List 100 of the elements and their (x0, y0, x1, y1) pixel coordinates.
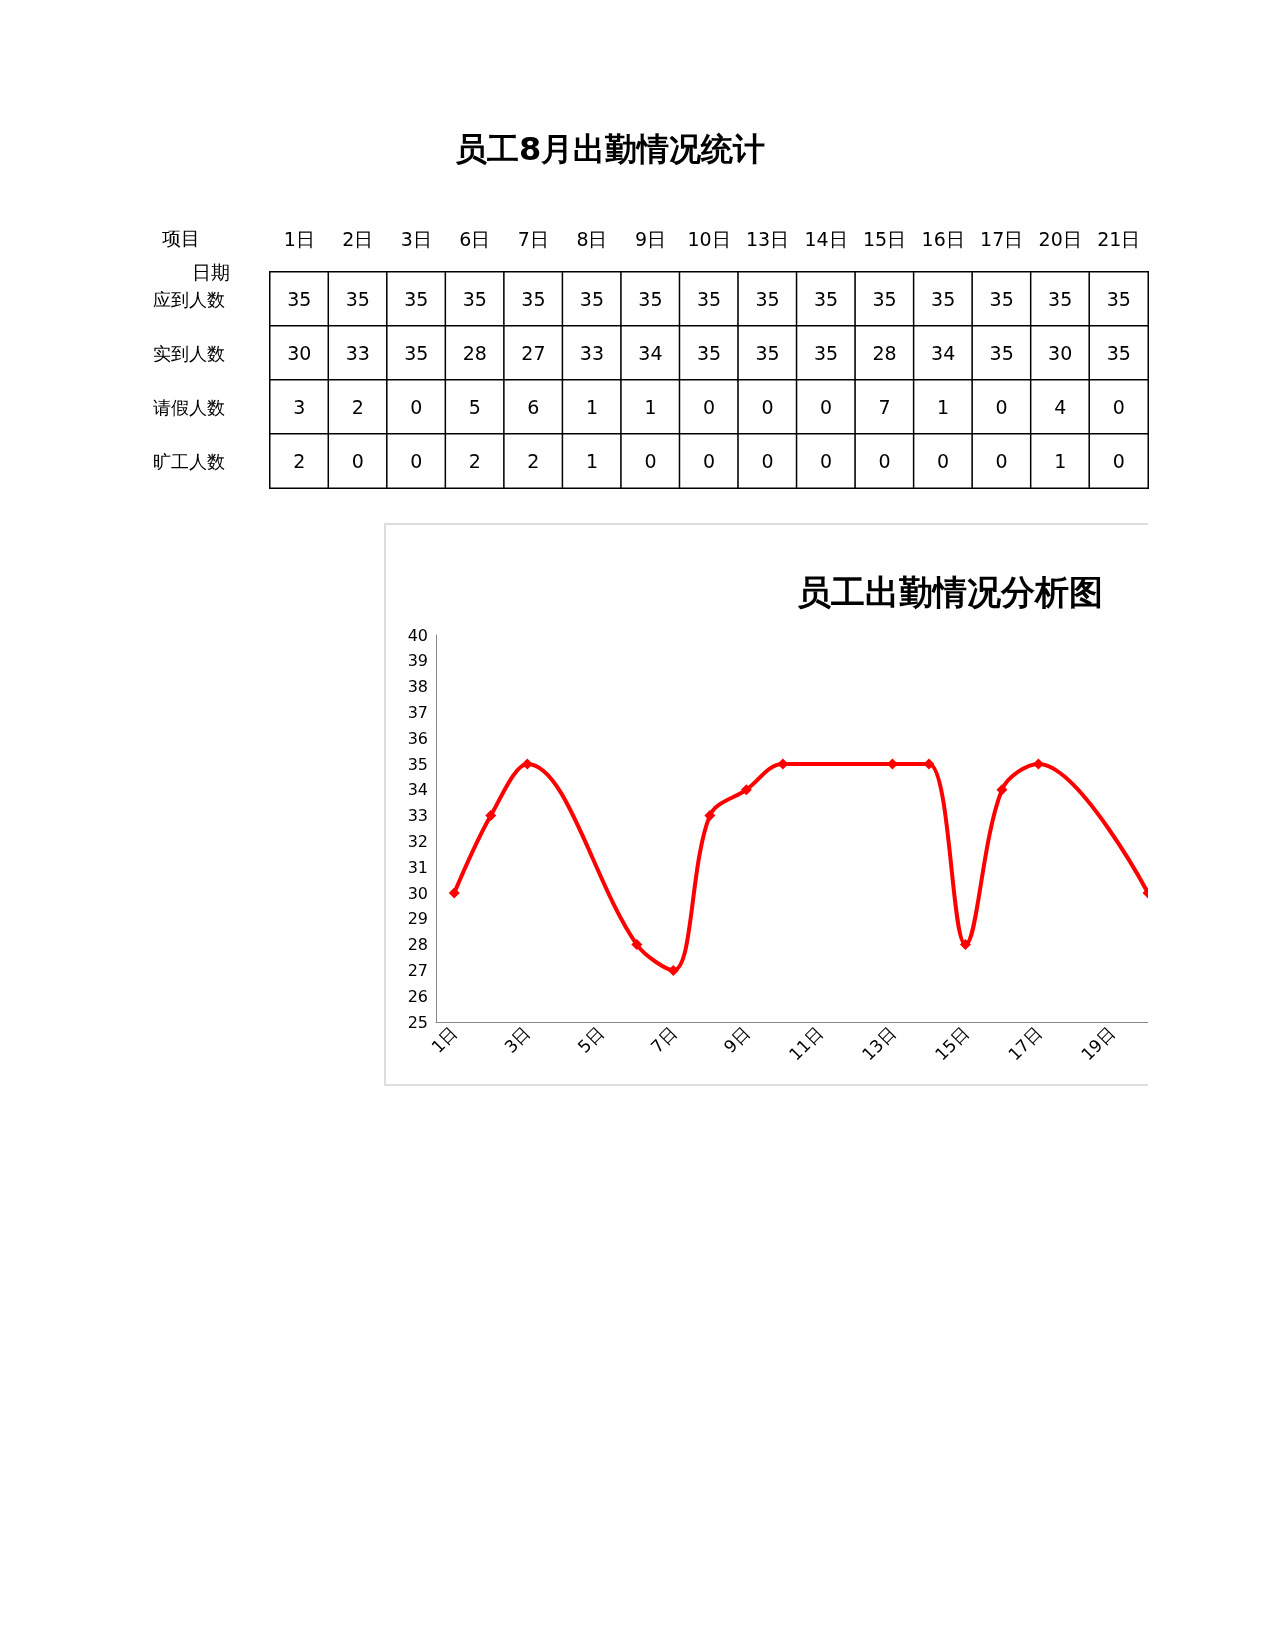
y-tick-label: 27 (407, 960, 428, 980)
data-label: 6 (527, 396, 540, 418)
data-label: 0 (1112, 450, 1125, 472)
y-tick-label: 29 (407, 909, 428, 929)
point (485, 810, 497, 822)
x-tick-label: 13日 (858, 1022, 900, 1065)
x-tick-label: 11日 (785, 1022, 827, 1065)
point (667, 964, 679, 976)
x-axis-title: 日期 (192, 261, 230, 283)
x-tick-label: 1日 (427, 1022, 462, 1057)
data-label: 0 (644, 450, 657, 472)
data-label: 0 (937, 450, 950, 472)
x-tick-label: 14日 (804, 227, 848, 250)
x-tick-label: 21日 (1097, 227, 1141, 250)
x-tick-label: 15日 (931, 1022, 973, 1065)
data-label: 5 (468, 396, 481, 418)
data-label: 0 (410, 450, 423, 472)
x-tick-label: 16日 (921, 227, 965, 250)
x-tick-label: 3日 (400, 227, 432, 250)
chart-title: 员工出勤情况分析图 (797, 572, 1103, 612)
x-tick-label: 1日 (283, 227, 315, 250)
x-tick-label: 9日 (634, 227, 667, 250)
data-label: 1 (644, 396, 657, 418)
data-label: 35 (345, 288, 370, 310)
data-label: 35 (462, 288, 487, 310)
y-tick-label: 旷工人数 (153, 450, 225, 472)
data-label: 0 (995, 450, 1008, 472)
data-label: 1 (585, 396, 598, 418)
data-label: 0 (761, 396, 774, 418)
y-tick-label: 36 (407, 728, 428, 748)
x-tick-label: 7日 (517, 227, 549, 250)
data-label: 35 (813, 288, 839, 310)
data-label: 2 (527, 450, 540, 472)
point (631, 939, 643, 951)
y-tick-label: 40 (407, 625, 428, 645)
x-tick-label: 20日 (1038, 227, 1082, 250)
data-label: 35 (755, 342, 780, 364)
data-label: 4 (1054, 396, 1067, 418)
y-tick-label: 请假人数 (153, 396, 225, 418)
data-label: 35 (696, 288, 722, 310)
data-label: 35 (931, 288, 956, 310)
y-tick-label: 32 (407, 831, 428, 851)
y-tick-label: 33 (407, 806, 428, 826)
x-tick-label: 5日 (573, 1022, 608, 1057)
chart-title: 员工8月出勤情况统计 (454, 130, 766, 168)
data-label: 35 (1106, 342, 1131, 364)
data-label: 2 (468, 450, 481, 472)
y-tick-label: 39 (407, 651, 428, 671)
data-label: 30 (1048, 342, 1073, 364)
y-axis-title: 项目 (162, 226, 200, 249)
y-tick-label: 28 (407, 935, 428, 955)
data-label: 35 (1048, 288, 1073, 310)
y-tick-label: 25 (407, 1012, 428, 1032)
point (521, 758, 533, 770)
data-label: 35 (989, 342, 1014, 364)
y-tick-label: 30 (407, 883, 428, 903)
data-label: 0 (820, 396, 833, 418)
y-tick-label: 31 (407, 857, 428, 877)
x-tick-label: 17日 (980, 227, 1024, 250)
data-label: 0 (702, 450, 716, 472)
data-label: 0 (761, 450, 774, 472)
x-tick-label: 19日 (1077, 1022, 1119, 1065)
data-label: 35 (287, 288, 312, 310)
x-tick-label: 2日 (342, 227, 374, 250)
point (996, 784, 1008, 796)
y-tick-label: 26 (407, 986, 428, 1006)
y-tick-label: 37 (407, 702, 428, 722)
data-label: 3 (293, 396, 306, 418)
data-label: 1 (937, 396, 950, 418)
data-label: 1 (585, 450, 598, 472)
data-label: 27 (521, 342, 546, 364)
data-label: 0 (1112, 396, 1125, 418)
data-label: 0 (351, 450, 364, 472)
data-label: 28 (872, 342, 897, 364)
data-label: 30 (287, 342, 312, 364)
data-label: 0 (702, 396, 716, 418)
point (740, 784, 752, 796)
point (448, 887, 460, 899)
data-label: 7 (878, 396, 891, 418)
data-label: 2 (293, 450, 306, 472)
data-label: 35 (521, 288, 546, 310)
y-tick-label: 34 (407, 780, 428, 800)
data-label: 33 (579, 342, 605, 364)
x-tick-label: 6日 (459, 227, 491, 250)
point (704, 810, 716, 822)
data-label: 35 (579, 288, 605, 310)
data-label: 0 (995, 396, 1008, 418)
x-tick-label: 3日 (500, 1022, 535, 1057)
x-tick-label: 17日 (1004, 1022, 1046, 1065)
x-tick-label: 9日 (719, 1022, 754, 1057)
x-tick-label: 15日 (863, 227, 907, 250)
data-label: 33 (345, 342, 370, 364)
y-tick-label: 38 (407, 677, 428, 697)
data-label: 0 (410, 396, 423, 418)
data-label: 35 (638, 288, 663, 310)
data-label: 35 (989, 288, 1014, 310)
data-label: 34 (931, 342, 956, 364)
data-label: 34 (638, 342, 663, 364)
data-label: 0 (820, 450, 833, 472)
data-label: 1 (1054, 450, 1067, 472)
